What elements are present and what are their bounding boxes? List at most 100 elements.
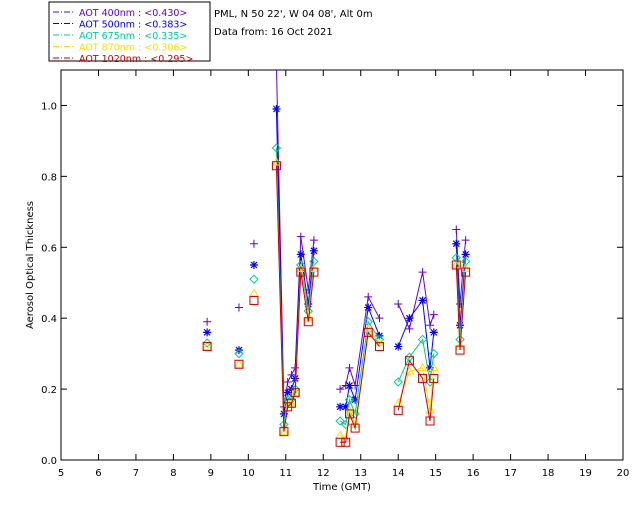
data-point	[429, 373, 439, 383]
data-point	[304, 300, 313, 308]
data-point	[394, 342, 403, 351]
data-point	[426, 321, 435, 330]
y-tick-label: 0.2	[41, 385, 57, 396]
data-point	[249, 288, 259, 297]
data-point	[452, 239, 461, 248]
data-point	[418, 268, 427, 277]
data-point	[303, 317, 313, 327]
data-point	[203, 317, 212, 326]
series-line	[275, 165, 467, 443]
data-point	[418, 296, 427, 305]
data-point	[345, 381, 354, 390]
data-point	[271, 143, 282, 153]
data-point	[363, 327, 373, 337]
x-axis-label: Time (GMT)	[312, 482, 371, 493]
data-point	[429, 348, 439, 359]
data-point	[336, 402, 345, 411]
data-point	[296, 232, 305, 241]
x-tick-label: 7	[133, 468, 139, 479]
data-point	[335, 437, 345, 447]
data-point	[452, 225, 461, 234]
x-tick-label: 6	[95, 468, 101, 479]
data-point	[290, 387, 301, 396]
data-point	[287, 370, 296, 379]
data-point	[234, 359, 244, 369]
x-tick-label: 15	[429, 468, 442, 479]
data-point	[405, 324, 414, 333]
data-point	[249, 295, 259, 305]
data-point	[428, 362, 439, 372]
series-aot-675nm	[202, 143, 471, 430]
data-point	[429, 328, 438, 337]
data-point	[296, 267, 306, 277]
data-point	[249, 239, 258, 248]
data-point	[425, 416, 435, 426]
legend: AOT 400nm : <0.430>AOT 500nm : <0.383>AO…	[48, 1, 211, 65]
data-point	[455, 345, 465, 355]
series-aot-870nm	[202, 157, 471, 443]
x-tick-label: 8	[170, 468, 176, 479]
data-point	[344, 395, 355, 405]
y-axis-label: Aerosol Optical Thickness	[25, 201, 36, 329]
data-point	[405, 314, 414, 323]
y-tick-label: 0.6	[41, 243, 57, 254]
y-tick-label: 0.4	[41, 314, 57, 325]
data-point	[374, 342, 384, 352]
data-point	[350, 423, 360, 433]
data-point	[272, 59, 280, 67]
data-point	[249, 261, 258, 269]
data-point	[404, 356, 414, 366]
data-point	[461, 250, 470, 259]
x-tick-label: 14	[392, 468, 405, 479]
legend-entry: AOT 500nm : <0.383>	[79, 20, 187, 31]
series-line	[275, 147, 467, 426]
data-point	[234, 359, 244, 368]
data-point	[351, 395, 360, 404]
x-tick-label: 18	[542, 468, 555, 479]
data-point	[456, 321, 465, 330]
series-line	[275, 108, 467, 414]
site-info: PML, N 50 22', W 04 08', Alt 0m	[214, 9, 373, 20]
data-point	[364, 303, 373, 312]
data-point	[393, 377, 403, 387]
data-point	[271, 161, 281, 171]
data-point	[461, 236, 470, 245]
plot-area	[202, 59, 471, 447]
data-point	[286, 398, 296, 408]
series-aot-400nm	[203, 59, 470, 411]
data-point	[291, 374, 300, 383]
series-line	[276, 70, 467, 407]
x-tick-label: 17	[504, 468, 517, 479]
legend-entry: AOT 675nm : <0.335>	[79, 31, 187, 42]
legend-entry: AOT 1020nm : <0.295>	[79, 54, 193, 65]
date-info: Data from: 16 Oct 2021	[214, 27, 333, 38]
x-tick-label: 10	[242, 468, 255, 479]
y-tick-label: 0.8	[41, 172, 57, 183]
x-tick-label: 19	[579, 468, 592, 479]
y-tick-label: 1.0	[41, 101, 57, 112]
data-point	[290, 388, 300, 398]
x-tick-label: 12	[317, 468, 330, 479]
data-point	[344, 409, 354, 419]
data-point	[393, 405, 403, 415]
data-point	[234, 303, 243, 312]
data-point	[309, 236, 318, 245]
data-point	[202, 341, 212, 350]
data-point	[375, 314, 384, 323]
data-point	[283, 388, 292, 397]
data-point	[350, 409, 360, 419]
data-point	[335, 416, 345, 426]
plot-frame	[60, 69, 624, 461]
data-point	[345, 363, 354, 372]
data-point	[272, 105, 281, 113]
data-point	[202, 338, 212, 348]
data-point	[364, 292, 373, 301]
x-tick-label: 9	[208, 468, 214, 479]
data-point	[296, 250, 305, 259]
x-tick-label: 5	[58, 468, 64, 479]
data-point	[283, 378, 292, 386]
data-point	[417, 334, 428, 345]
legend-entry: AOT 870nm : <0.306>	[79, 43, 187, 54]
legend-entry: AOT 400nm : <0.430>	[79, 8, 187, 19]
